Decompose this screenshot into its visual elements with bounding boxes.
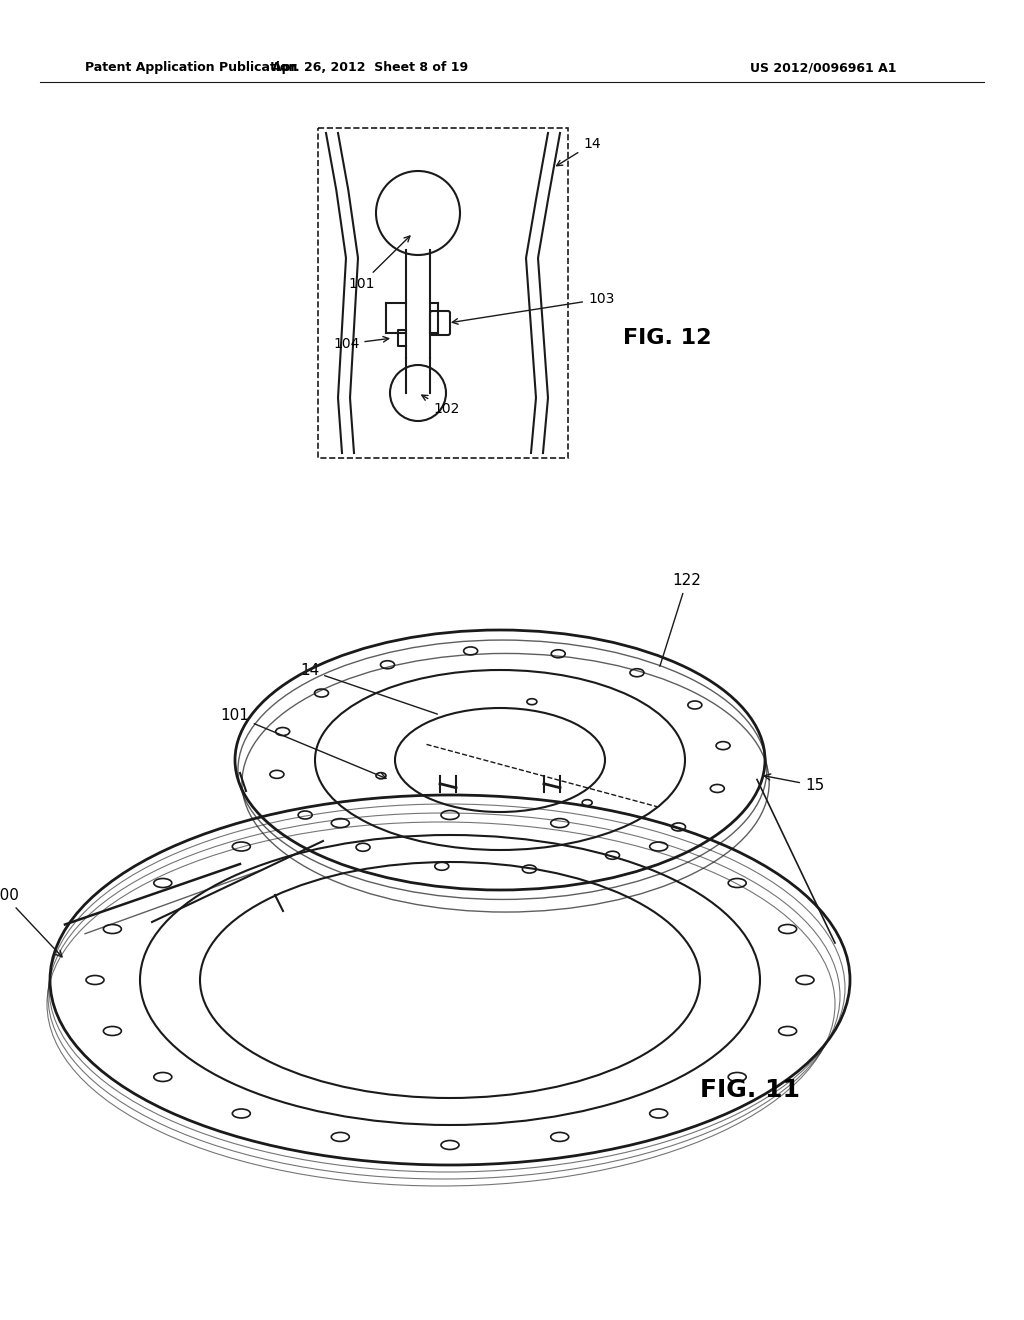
Text: 15: 15 (764, 774, 824, 793)
Text: 122: 122 (659, 573, 701, 667)
Text: 101: 101 (348, 236, 410, 290)
Text: 100: 100 (0, 888, 62, 957)
Text: 103: 103 (453, 292, 614, 325)
Text: 14: 14 (300, 663, 437, 714)
Text: Patent Application Publication: Patent Application Publication (85, 62, 297, 74)
Text: 102: 102 (422, 395, 460, 416)
Text: 101: 101 (220, 708, 386, 779)
Text: Apr. 26, 2012  Sheet 8 of 19: Apr. 26, 2012 Sheet 8 of 19 (272, 62, 468, 74)
Text: FIG. 12: FIG. 12 (623, 327, 712, 348)
Text: 104: 104 (333, 337, 389, 351)
Text: FIG. 11: FIG. 11 (700, 1078, 800, 1102)
Text: US 2012/0096961 A1: US 2012/0096961 A1 (750, 62, 896, 74)
Bar (318, 128, 568, 458)
Text: 14: 14 (557, 137, 601, 166)
